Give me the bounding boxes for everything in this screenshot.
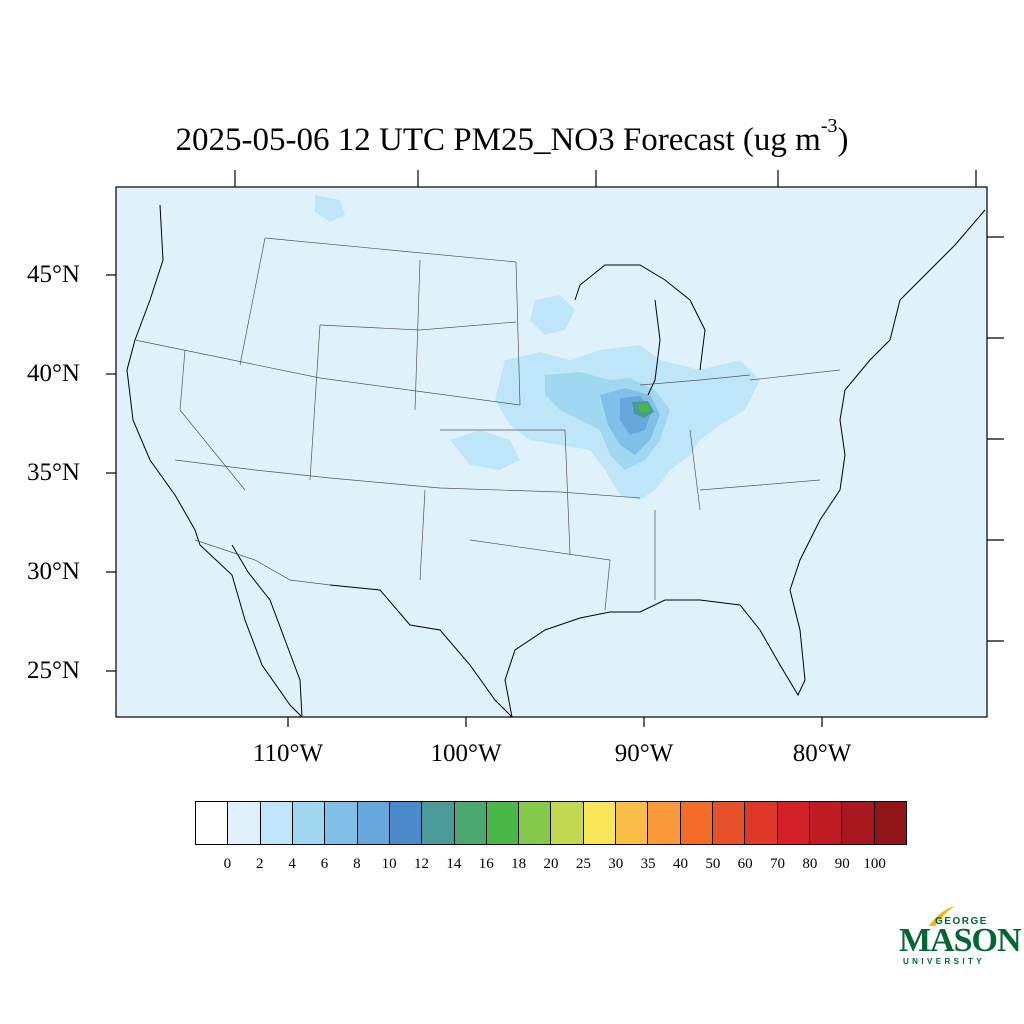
lat-label-45: 45°N bbox=[26, 261, 80, 288]
colorbar-label: 10 bbox=[381, 856, 397, 872]
colorbar-label: 70 bbox=[770, 856, 786, 872]
title-superscript: -3 bbox=[820, 115, 838, 137]
colorbar-label: 4 bbox=[288, 856, 296, 872]
colorbar-label: 25 bbox=[575, 856, 591, 872]
logo-university: UNIVERSITY bbox=[903, 957, 986, 966]
colorbar-box bbox=[874, 802, 906, 844]
colorbar-label: 60 bbox=[737, 856, 753, 872]
lat-label-40: 40°N bbox=[26, 360, 80, 387]
logo-swoosh-icon bbox=[929, 906, 955, 926]
colorbar-label: 30 bbox=[608, 856, 624, 872]
gmu-logo: GEORGE MASON UNIVERSITY bbox=[895, 902, 1022, 972]
colorbar-box bbox=[680, 802, 713, 844]
concentration-field bbox=[315, 195, 760, 500]
colorbar-box bbox=[260, 802, 293, 844]
colorbar-box bbox=[616, 802, 649, 844]
axis-ticks bbox=[106, 170, 1004, 727]
logo-mason: MASON bbox=[899, 922, 1022, 959]
colorbar-box bbox=[745, 802, 778, 844]
colorbar-box bbox=[292, 802, 326, 844]
blob-plains-light bbox=[450, 430, 520, 470]
lon-label-80: 80°W bbox=[792, 740, 852, 767]
colorbar-box bbox=[454, 802, 487, 844]
colorbar-box bbox=[648, 802, 681, 844]
colorbar-box bbox=[842, 802, 875, 844]
lat-label-35: 35°N bbox=[26, 459, 80, 486]
colorbar-box bbox=[389, 802, 423, 844]
colorbar-box bbox=[519, 802, 552, 844]
colorbar-box bbox=[713, 802, 746, 844]
title-main: 2025-05-06 12 UTC PM25_NO3 Forecast (ug … bbox=[175, 122, 821, 158]
colorbar-label: 18 bbox=[511, 856, 527, 872]
colorbar-box bbox=[196, 802, 229, 844]
colorbar-label: 6 bbox=[320, 856, 329, 872]
blob-north-light bbox=[315, 195, 345, 222]
state-boundaries bbox=[134, 237, 841, 611]
lon-label-100: 100°W bbox=[430, 740, 502, 767]
blob-nd-light bbox=[530, 295, 575, 335]
lon-label-90: 90°W bbox=[614, 740, 674, 767]
colorbar-label: 16 bbox=[478, 856, 494, 872]
colorbar-label: 14 bbox=[446, 856, 462, 872]
colorbar-label: 2 bbox=[255, 856, 264, 872]
colorbar-label: 80 bbox=[802, 856, 818, 872]
colorbar-box bbox=[422, 802, 455, 844]
colorbar-box bbox=[551, 802, 584, 844]
colorbar-box bbox=[777, 802, 810, 844]
colorbar-label: 50 bbox=[705, 856, 721, 872]
colorbar-box bbox=[486, 802, 520, 844]
colorbar-label: 100 bbox=[863, 856, 886, 872]
colorbar-box bbox=[583, 802, 617, 844]
lat-label-30: 30°N bbox=[26, 558, 80, 585]
colorbar-label: 12 bbox=[414, 856, 430, 872]
title-close: ) bbox=[837, 122, 849, 158]
lat-label-25: 25°N bbox=[26, 657, 80, 684]
logo-george: GEORGE bbox=[935, 916, 988, 927]
colorbar-box bbox=[228, 802, 261, 844]
colorbar-box bbox=[357, 802, 390, 844]
colorbar-label: 0 bbox=[223, 856, 232, 872]
blob-il-peak bbox=[638, 404, 650, 413]
colorbar-label: 20 bbox=[543, 856, 559, 872]
map-frame bbox=[115, 186, 988, 718]
coastline bbox=[126, 204, 986, 718]
colorbar-label: 90 bbox=[834, 856, 850, 872]
chart-title: 2025-05-06 12 UTC PM25_NO3 Forecast (ug … bbox=[0, 112, 1024, 160]
lon-label-110: 110°W bbox=[252, 740, 324, 767]
colorbar-label: 35 bbox=[640, 856, 656, 872]
colorbar-label: 8 bbox=[353, 856, 361, 872]
colorbar-box bbox=[325, 802, 358, 844]
colorbar-box bbox=[809, 802, 843, 844]
colorbar bbox=[195, 801, 907, 845]
colorbar-label: 40 bbox=[672, 856, 688, 872]
